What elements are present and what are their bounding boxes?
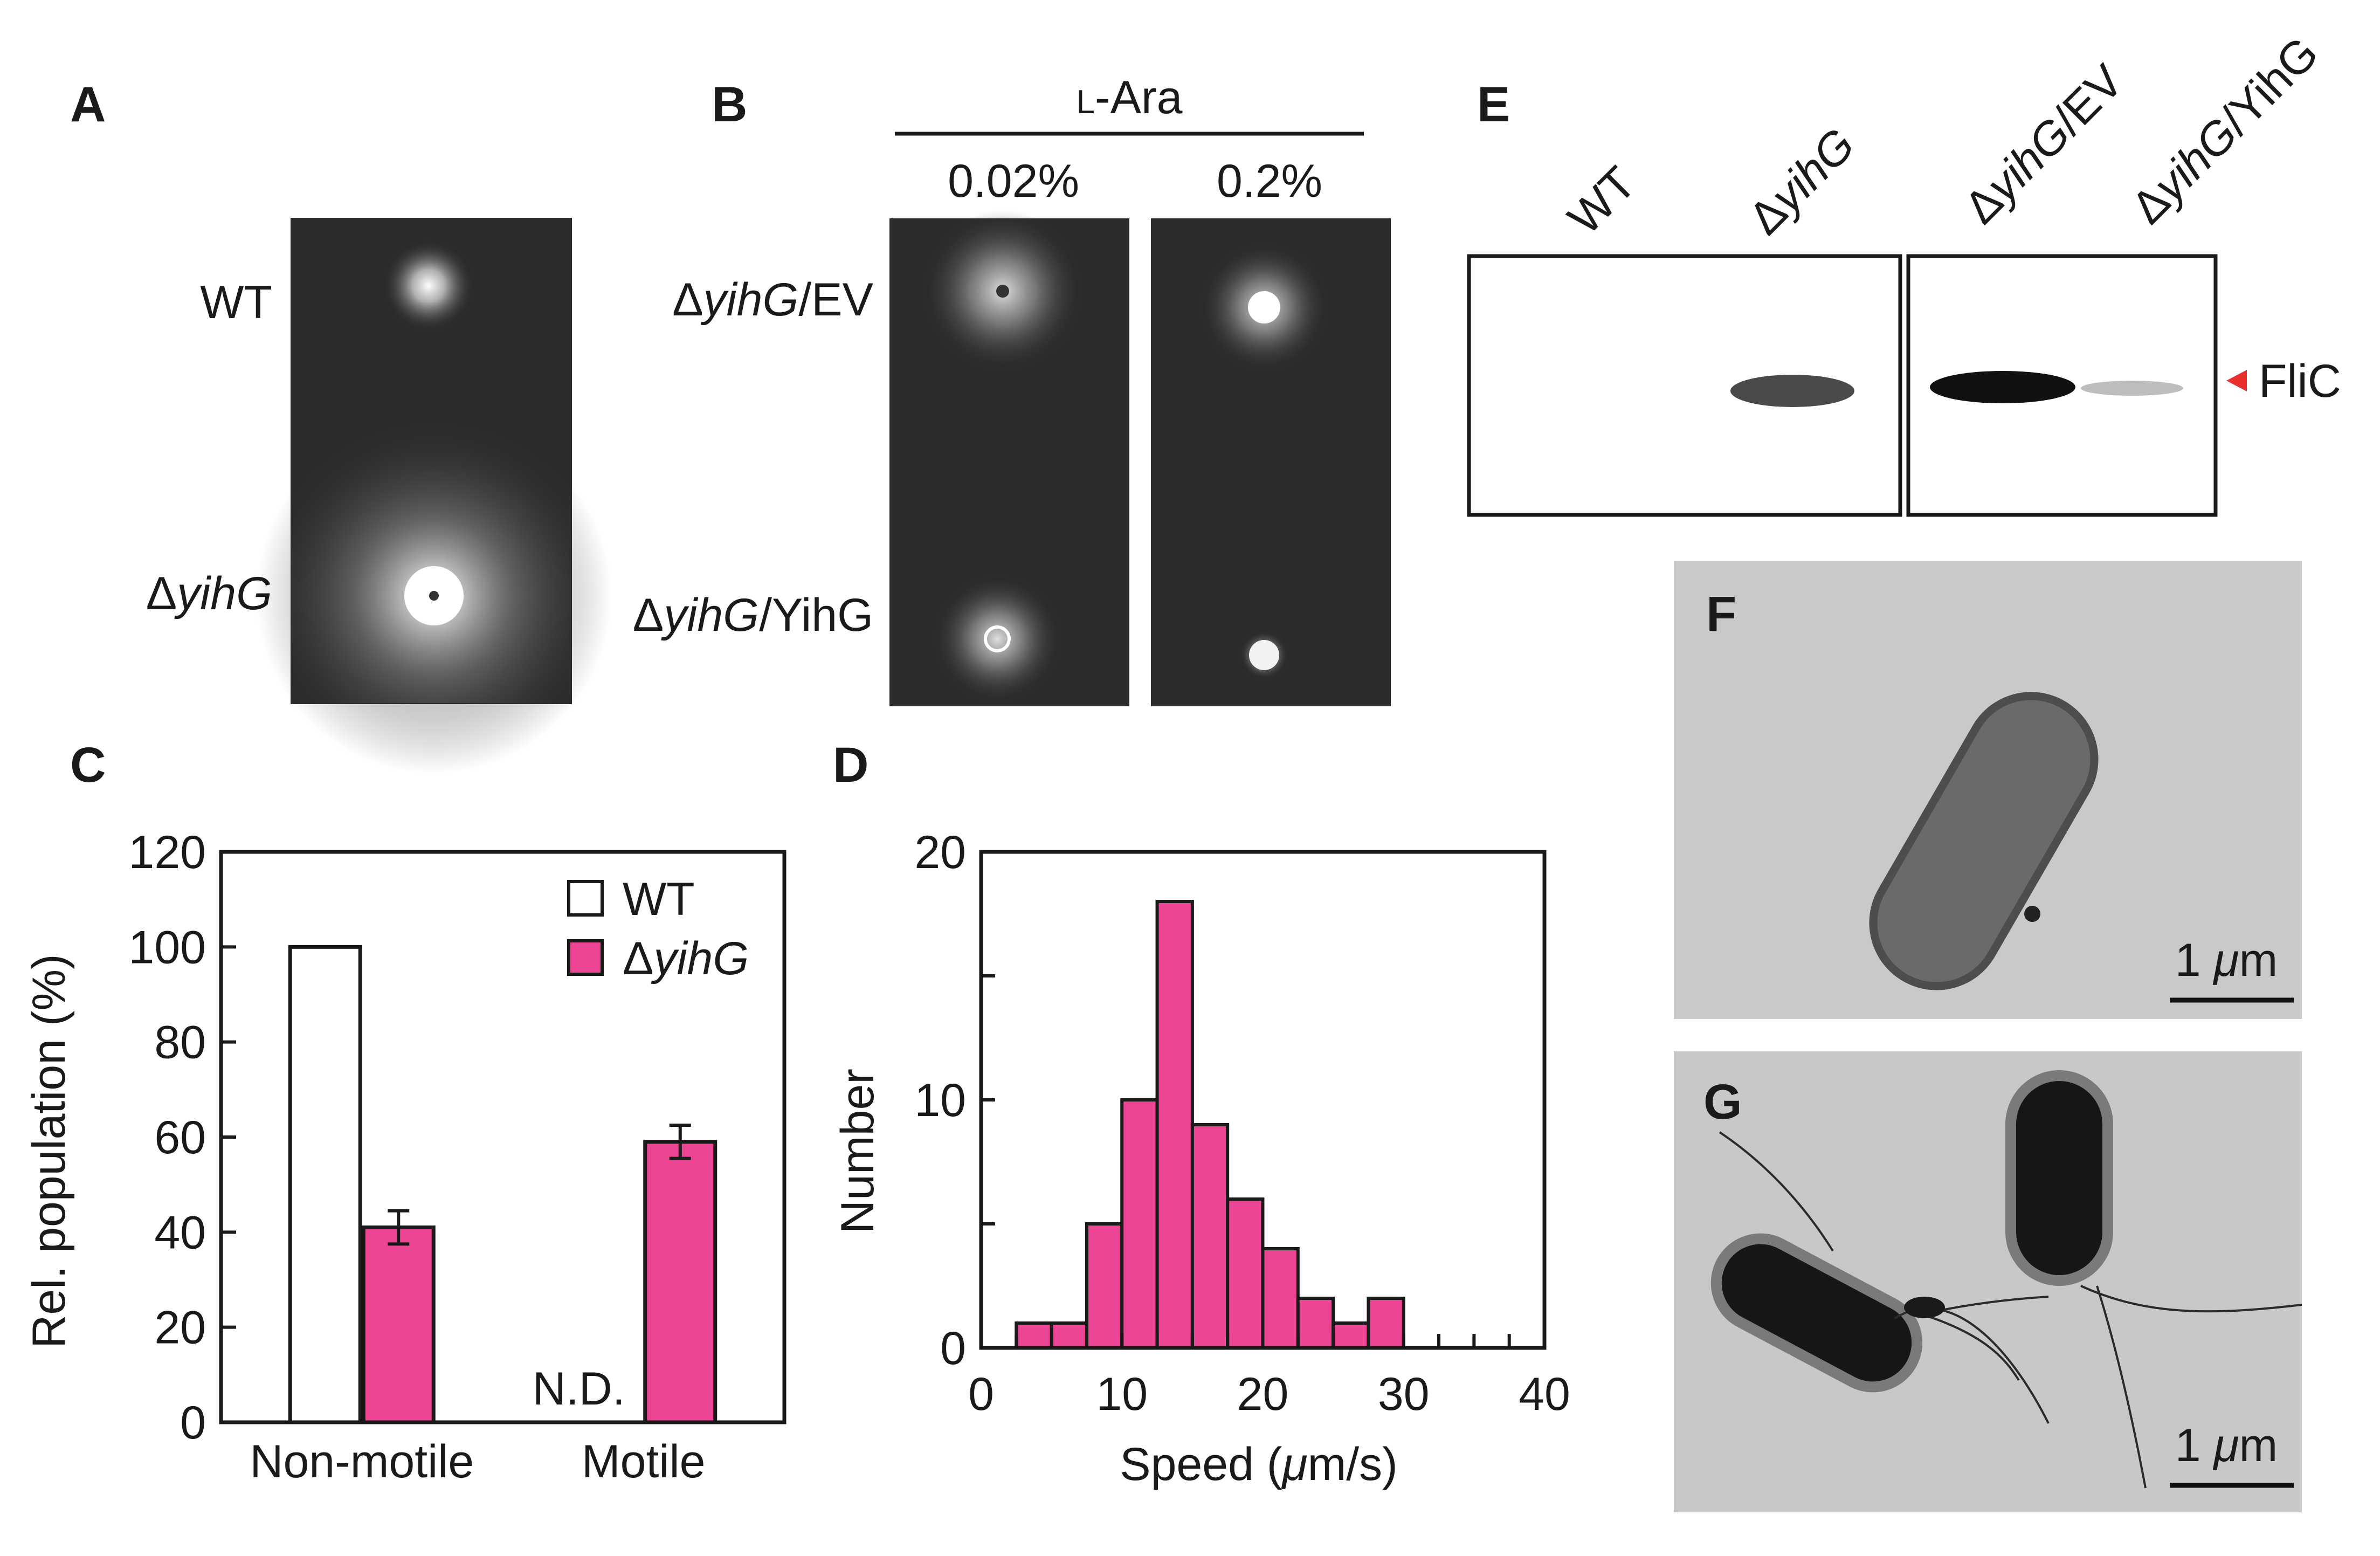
histogram-bar (1015, 1321, 1053, 1350)
histogram-bar (1367, 1297, 1405, 1350)
lane-yihg-ev: ΔyihG/EV (1955, 55, 2134, 234)
ytick-label-c: 40 (154, 1207, 206, 1258)
panel-f-letter: F (1706, 587, 1736, 642)
col-0.02: 0.02% (948, 155, 1079, 207)
lane-yihg-yihg: ΔyihG/YihG (2122, 27, 2328, 233)
label-wt-a: WT (200, 277, 272, 328)
panel-c: C Rel. population (%) 0 20 40 60 80 100 120 Non… (23, 738, 787, 1488)
chart-d-ylabel: Number (832, 1069, 884, 1234)
panel-b-letter: B (712, 77, 747, 132)
panel-c-letter: C (70, 738, 106, 793)
category-label-c: Motile (582, 1436, 705, 1488)
histogram-bar (1261, 1247, 1300, 1350)
panel-e-letter: E (1477, 77, 1510, 132)
histogram-bar (1155, 900, 1194, 1350)
histogram-bar (1120, 1098, 1159, 1350)
ytick-label-c: 20 (154, 1302, 206, 1354)
label-yihg-b: ΔyihG/YihG (633, 589, 873, 641)
chart-c-ylabel: Rel. population (%) (23, 954, 75, 1348)
flic-label: FliC (2259, 355, 2341, 407)
histogram-bar (1296, 1297, 1335, 1350)
ytick-label-c: 100 (129, 921, 206, 973)
lane-yihg: ΔyihG (1739, 119, 1865, 245)
chart-d: 0 10 20 0 10 20 30 40 (914, 827, 1570, 1420)
panel-g: G 1 μm (1674, 1051, 2302, 1512)
chart-c: 0 20 40 60 80 100 120 Non-motile Motile N.D. (129, 827, 787, 1488)
chart-c-legend: WT ΔyihG (567, 873, 749, 984)
bar-c (643, 1140, 718, 1424)
ytick-label-d: 0 (940, 1323, 966, 1374)
scalebar-g-label: 1 μm (2175, 1420, 2278, 1471)
flagella (1719, 1131, 2302, 1489)
ytick-label-c: 80 (154, 1017, 206, 1069)
ytick-label-c: 0 (180, 1397, 206, 1449)
histogram-bar (1085, 1222, 1124, 1350)
panel-f: F 1 μm (1674, 561, 2302, 1019)
panel-a-letter: A (70, 77, 106, 132)
ytick-label-c: 120 (129, 827, 206, 878)
histogram-bar (1332, 1321, 1370, 1350)
band-ev (1930, 371, 2075, 403)
panel-b: B L-Ara 0.02% 0.2% ΔyihG/EV ΔyihG/YihG (633, 72, 1391, 706)
larabinose-label: L-Ara (1077, 72, 1183, 123)
ytick-label-d: 20 (914, 827, 966, 878)
scalebar-f-label: 1 μm (2175, 934, 2278, 986)
category-label-c: Non-motile (250, 1436, 474, 1488)
label-yihg-a: ΔyihG (146, 568, 272, 619)
colony-yihg-dot (429, 591, 439, 601)
xtick-label-d: 10 (1096, 1368, 1148, 1420)
histogram-bar (1226, 1197, 1265, 1350)
chart-d-xlabel: Speed (μm/s) (1120, 1438, 1398, 1490)
annotation-nd: N.D. (533, 1363, 625, 1415)
xtick-label-d: 0 (968, 1368, 994, 1420)
ytick-label-c: 60 (154, 1112, 206, 1163)
legend-yihg-label: ΔyihG (623, 933, 749, 984)
bar-c (288, 945, 362, 1424)
lane-wt: WT (1558, 157, 1646, 244)
xtick-label-d: 30 (1378, 1368, 1430, 1420)
legend-wt-label: WT (623, 873, 695, 925)
xtick-label-d: 40 (1519, 1368, 1570, 1420)
colony-wt (383, 240, 474, 332)
legend-yihg-swatch (567, 939, 604, 976)
legend-wt-swatch (567, 880, 604, 917)
col-0.2: 0.2% (1217, 155, 1322, 207)
histogram-bar (1190, 1123, 1230, 1350)
flic-arrow (2226, 370, 2247, 391)
label-ev-b: ΔyihG/EV (672, 274, 873, 326)
panel-d-letter: D (833, 738, 868, 793)
panel-a: A WT ΔyihG (70, 77, 612, 774)
panel-d: D Number Speed (μm/s) 0 10 20 0 10 20 30 40 (832, 738, 1570, 1490)
panel-e: E WT ΔyihG ΔyihG/EV ΔyihG/YihG FliC (1467, 27, 2341, 517)
band-yihg (1730, 375, 1854, 407)
band-yihg-yihg (2081, 381, 2183, 396)
panel-g-letter: G (1703, 1075, 1742, 1130)
bar-c (361, 1225, 436, 1424)
colony-b-yihg-low (933, 574, 1062, 704)
ytick-label-d: 10 (914, 1075, 966, 1126)
histogram-bar (1050, 1321, 1088, 1350)
xtick-label-d: 20 (1237, 1368, 1289, 1420)
